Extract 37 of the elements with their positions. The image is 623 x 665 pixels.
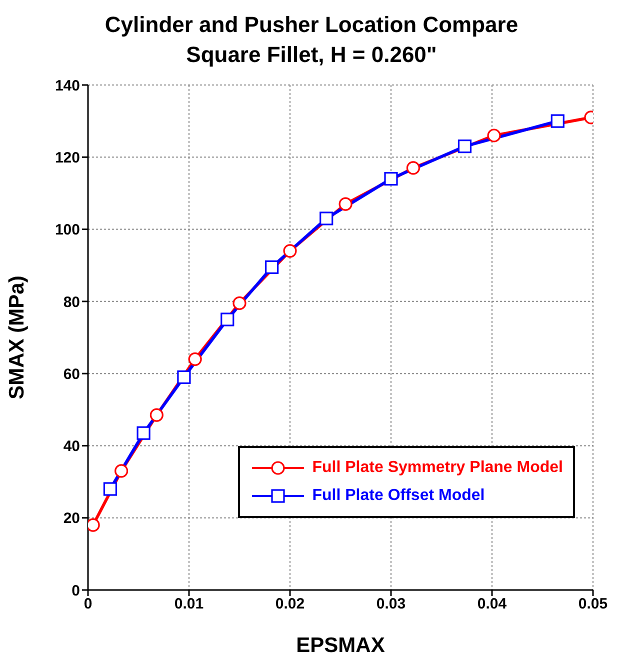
x-tick-label: 0.02 [275, 596, 305, 613]
y-tick-label: 80 [63, 294, 80, 311]
y-axis-title: SMAX (MPa) [5, 276, 28, 400]
point [320, 212, 334, 226]
x-tick-label: 0.03 [376, 596, 406, 613]
y-tick-label: 40 [63, 438, 80, 456]
point [550, 114, 564, 128]
point [114, 464, 128, 478]
legend-label: Full Plate Symmetry Plane Model [312, 459, 563, 477]
point [150, 408, 164, 422]
point [283, 244, 297, 258]
y-tick-label: 60 [63, 366, 80, 383]
point [406, 161, 420, 175]
point [232, 296, 246, 310]
x-axis-title: EPSMAX [296, 634, 385, 657]
y-tick-label: 100 [54, 222, 80, 239]
point [384, 172, 398, 186]
chart-subtitle: Square Fillet, H = 0.260" [185, 41, 438, 69]
point [103, 482, 118, 496]
point [188, 352, 202, 366]
x-tick-label: 0 [84, 596, 92, 613]
point [177, 370, 191, 384]
legend-label: Full Plate Offset Model [312, 487, 485, 505]
x-tick-label: 0.04 [477, 596, 508, 613]
point [487, 128, 501, 142]
chart-title: Cylinder and Pusher Location Compare [104, 11, 520, 39]
x-tick-label: 0.05 [578, 596, 608, 613]
point [136, 426, 150, 440]
y-tick-label: 140 [54, 77, 80, 94]
y-tick-label: 120 [54, 149, 80, 166]
point [220, 312, 234, 326]
point [338, 197, 352, 211]
y-tick-label: 0 [72, 582, 80, 600]
x-tick-label: 0.01 [174, 596, 204, 613]
point [265, 260, 279, 274]
y-tick-label: 20 [63, 510, 80, 528]
point [458, 140, 472, 154]
